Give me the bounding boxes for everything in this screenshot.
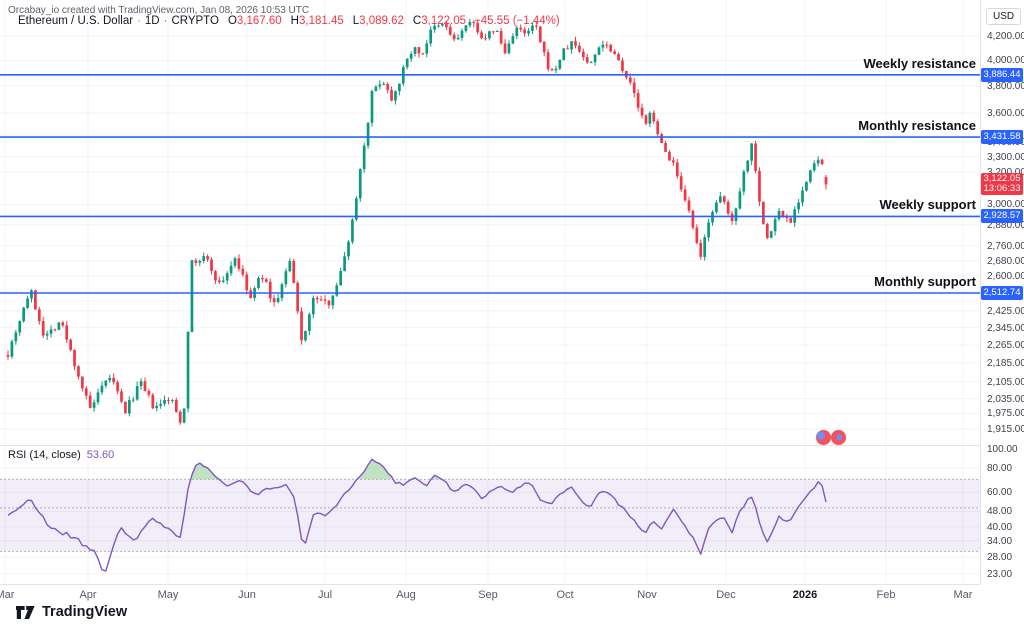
- exchange-label: CRYPTO: [171, 15, 219, 27]
- time-tick-label: Nov: [637, 589, 657, 601]
- time-tick-label: Mar: [0, 589, 15, 601]
- bar-countdown: 13:06:33: [983, 183, 1021, 195]
- time-tick-label: Dec: [716, 589, 736, 601]
- time-tick-label: Jul: [317, 589, 333, 601]
- last-price-badge: 3,122.05 13:06:33: [981, 173, 1023, 196]
- last-price-value: 3,122.05: [983, 173, 1021, 185]
- legend-separator: ·: [137, 15, 141, 27]
- high-value: 3,181.45: [298, 15, 344, 27]
- open-prefix: O: [227, 15, 237, 27]
- time-tick-label: May: [157, 589, 179, 601]
- time-tick-label: 2026: [792, 589, 818, 601]
- time-tick-label: Jun: [238, 589, 256, 601]
- tradingview-logo-text: TradingView: [42, 604, 128, 620]
- high-prefix: H: [290, 15, 299, 27]
- low-prefix: L: [352, 15, 360, 27]
- tradingview-logo-icon: [16, 605, 35, 619]
- close-value: 3,122.05: [421, 15, 466, 27]
- sticker-emoji-2[interactable]: [831, 430, 846, 445]
- legend-separator: ·: [163, 15, 168, 27]
- time-tick-label: Apr: [79, 589, 97, 601]
- time-axis-divider: [0, 584, 980, 585]
- rsi-label: RSI (14, close): [8, 449, 81, 461]
- rsi-value: 53.60: [86, 449, 115, 461]
- interval-label[interactable]: 1D: [144, 15, 160, 27]
- change-value: −45.55 (−1.44%): [474, 15, 560, 27]
- time-tick-label: Aug: [396, 589, 416, 601]
- close-prefix: C: [412, 15, 422, 27]
- symbol-name[interactable]: Ethereum / U.S. Dollar: [18, 15, 134, 27]
- time-axis[interactable]: Mar Apr May Jun Jul Aug Sep Oct Nov Dec 2026 Feb Mar: [0, 589, 980, 603]
- low-value: 3,089.62: [359, 15, 404, 27]
- pane-divider[interactable]: [0, 445, 980, 446]
- currency-unit-button[interactable]: USD: [986, 8, 1022, 25]
- symbol-legend[interactable]: Ethereum / U.S. Dollar · 1D · CRYPTO O3,167.6…: [18, 15, 560, 27]
- time-tick-label: Sep: [478, 589, 498, 601]
- tradingview-branding[interactable]: TradingView: [16, 604, 127, 620]
- time-tick-label: Feb: [876, 589, 896, 601]
- price-axis-divider: [980, 0, 981, 584]
- time-tick-label: Mar: [953, 589, 973, 601]
- attribution-text: Orcabay_io created with TradingView.com,…: [8, 5, 310, 16]
- time-tick-label: Oct: [556, 589, 574, 601]
- open-value: 3,167.60: [236, 15, 282, 27]
- rsi-legend[interactable]: RSI (14, close) 53.60: [8, 449, 114, 461]
- sticker-emoji-1[interactable]: [816, 430, 831, 445]
